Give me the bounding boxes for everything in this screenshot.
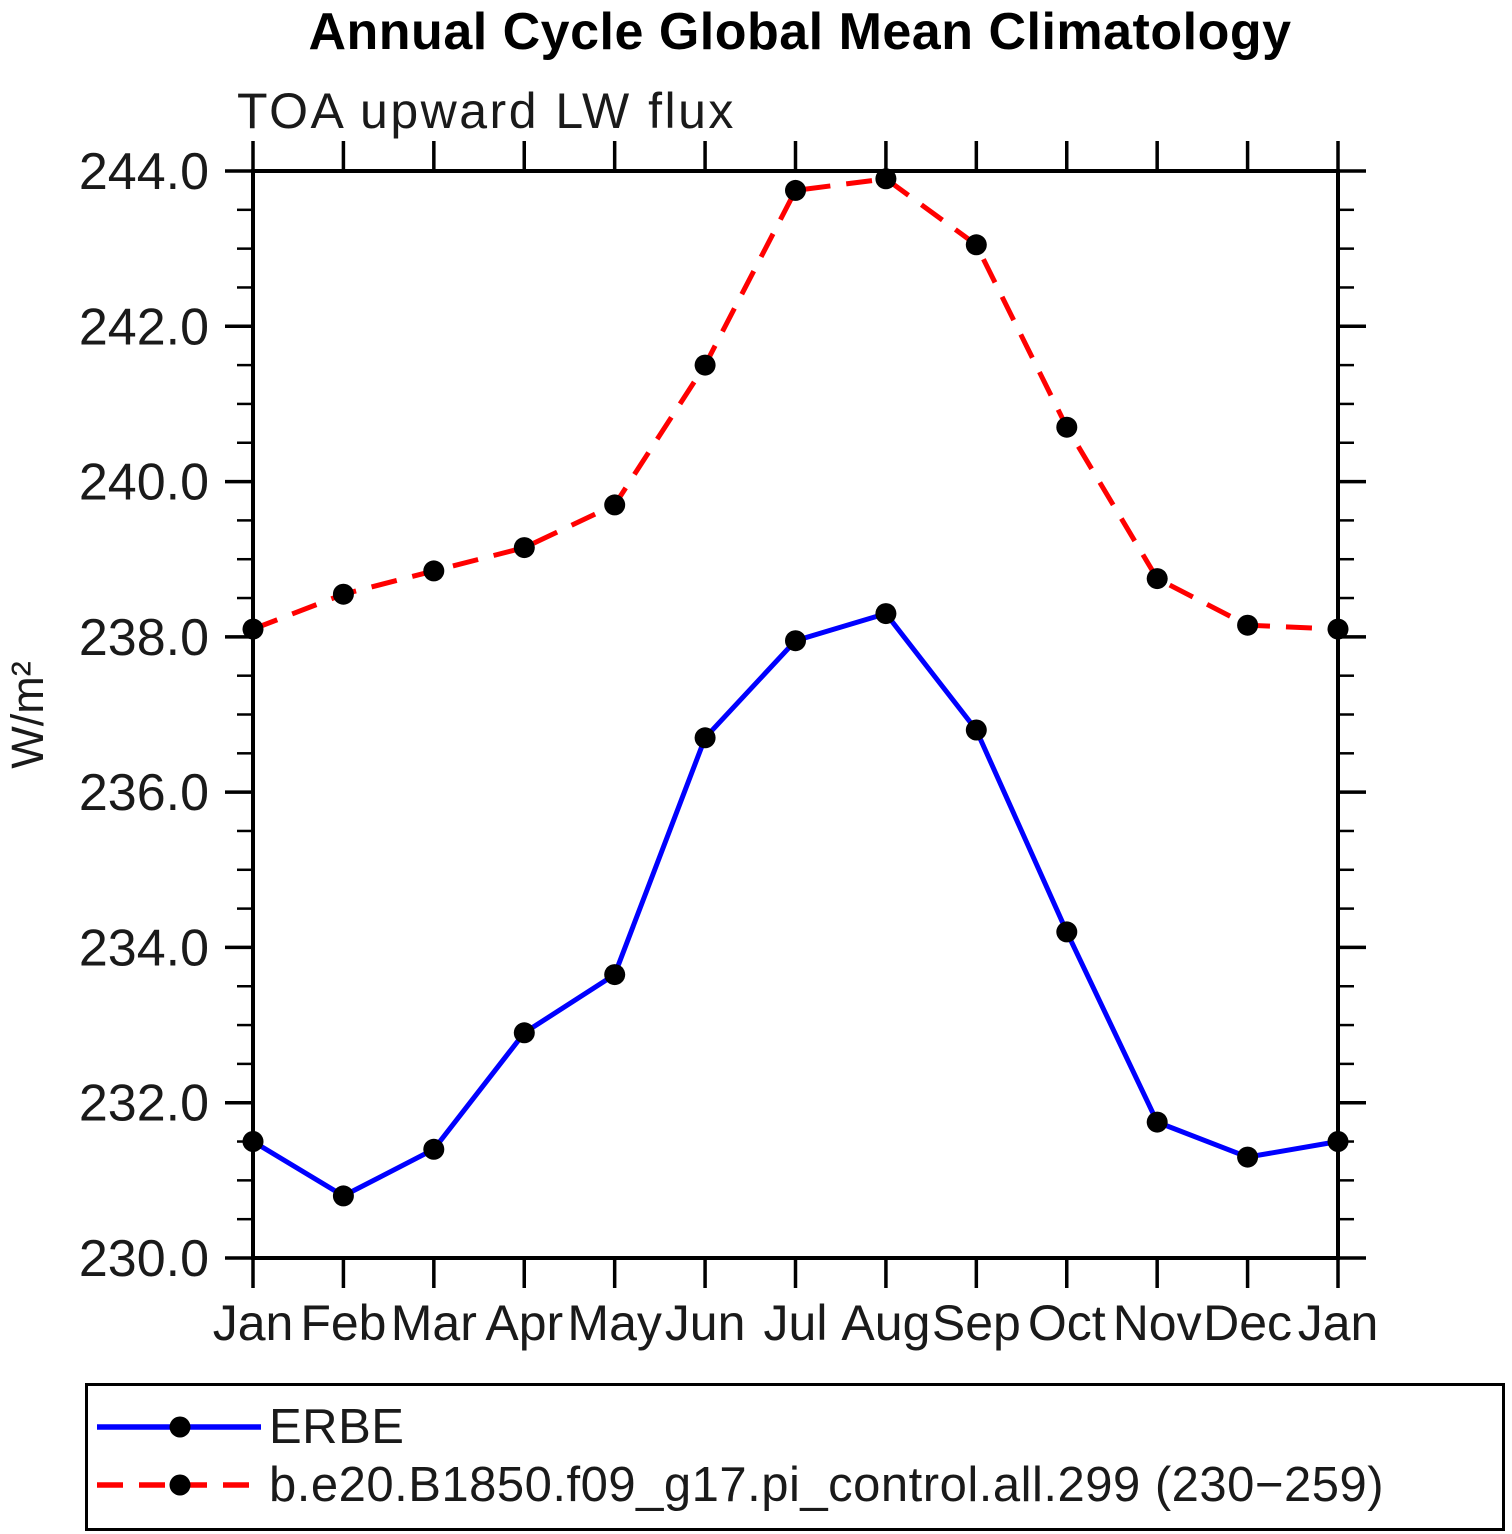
x-tick-label: May — [567, 1295, 661, 1351]
x-tick-label: Jan — [1298, 1295, 1379, 1351]
x-tick-label: Aug — [841, 1295, 930, 1351]
data-point-marker — [785, 179, 806, 201]
x-tick-label: Apr — [485, 1295, 563, 1351]
data-point-marker — [604, 964, 626, 986]
x-tick-label: Feb — [300, 1295, 386, 1351]
data-point-marker — [242, 1131, 264, 1152]
data-point-marker — [875, 168, 897, 190]
legend-marker-dot — [169, 1474, 191, 1496]
data-point-marker — [423, 1138, 445, 1160]
data-point-marker — [513, 537, 535, 559]
data-point-marker — [1237, 1146, 1259, 1168]
legend-marker-dot — [169, 1416, 191, 1438]
data-point-marker — [1327, 1131, 1349, 1152]
x-tick-label: Mar — [391, 1295, 477, 1351]
y-tick-label: 238.0 — [79, 609, 209, 667]
data-point-marker — [1146, 1111, 1168, 1133]
legend-row-model: b.e20.B1850.f09_g17.pi_control.all.299 (… — [94, 1456, 1502, 1514]
data-point-marker — [1327, 618, 1349, 640]
x-tick-label: Jul — [764, 1295, 828, 1351]
y-tick-label: 230.0 — [79, 1230, 209, 1288]
data-point-marker — [332, 1185, 354, 1207]
x-tick-label: Sep — [932, 1295, 1021, 1351]
legend-label-model: b.e20.B1850.f09_g17.pi_control.all.299 (… — [269, 1458, 1385, 1512]
plot-frame — [251, 169, 1340, 1260]
data-point-marker — [332, 583, 354, 605]
data-point-marker — [694, 727, 716, 749]
data-point-marker — [694, 354, 716, 376]
data-point-marker — [242, 618, 264, 640]
data-point-marker — [604, 494, 626, 516]
data-point-marker — [513, 1022, 535, 1044]
x-tick-label: Oct — [1028, 1295, 1106, 1351]
chart-title: Annual Cycle Global Mean Climatology — [308, 3, 1292, 61]
series-line-erbe — [251, 610, 1339, 1199]
legend-swatch-model — [97, 1474, 261, 1496]
legend-swatch-erbe — [97, 1416, 261, 1438]
legend-label-erbe: ERBE — [269, 1400, 405, 1454]
data-point-marker — [785, 630, 806, 652]
chart-subtitle: TOA upward LW flux — [237, 83, 736, 139]
data-point-marker — [965, 234, 987, 256]
data-point-marker — [423, 560, 445, 582]
y-tick-label: 236.0 — [79, 764, 209, 822]
x-tick-label: Dec — [1203, 1295, 1292, 1351]
data-point-marker — [1146, 568, 1168, 590]
data-point-marker — [875, 603, 897, 625]
y-tick-label: 234.0 — [79, 919, 209, 977]
data-point-marker — [1056, 416, 1078, 438]
legend-box: ERBE b.e20.B1850.f09_g17.pi_control.all.… — [85, 1383, 1505, 1531]
legend-row-erbe: ERBE — [94, 1398, 1502, 1456]
data-point-marker — [1237, 614, 1259, 636]
series-line-model — [252, 176, 1339, 632]
y-tick-label: 242.0 — [79, 298, 209, 356]
x-tick-label: Jan — [213, 1295, 294, 1351]
y-tick-label: 232.0 — [79, 1075, 209, 1133]
y-tick-label: 240.0 — [79, 454, 209, 512]
data-point-marker — [965, 719, 987, 741]
x-tick-label: Jun — [665, 1295, 746, 1351]
x-tick-label: Nov — [1113, 1295, 1202, 1351]
y-tick-label: 244.0 — [79, 143, 209, 201]
data-point-marker — [1056, 921, 1078, 943]
